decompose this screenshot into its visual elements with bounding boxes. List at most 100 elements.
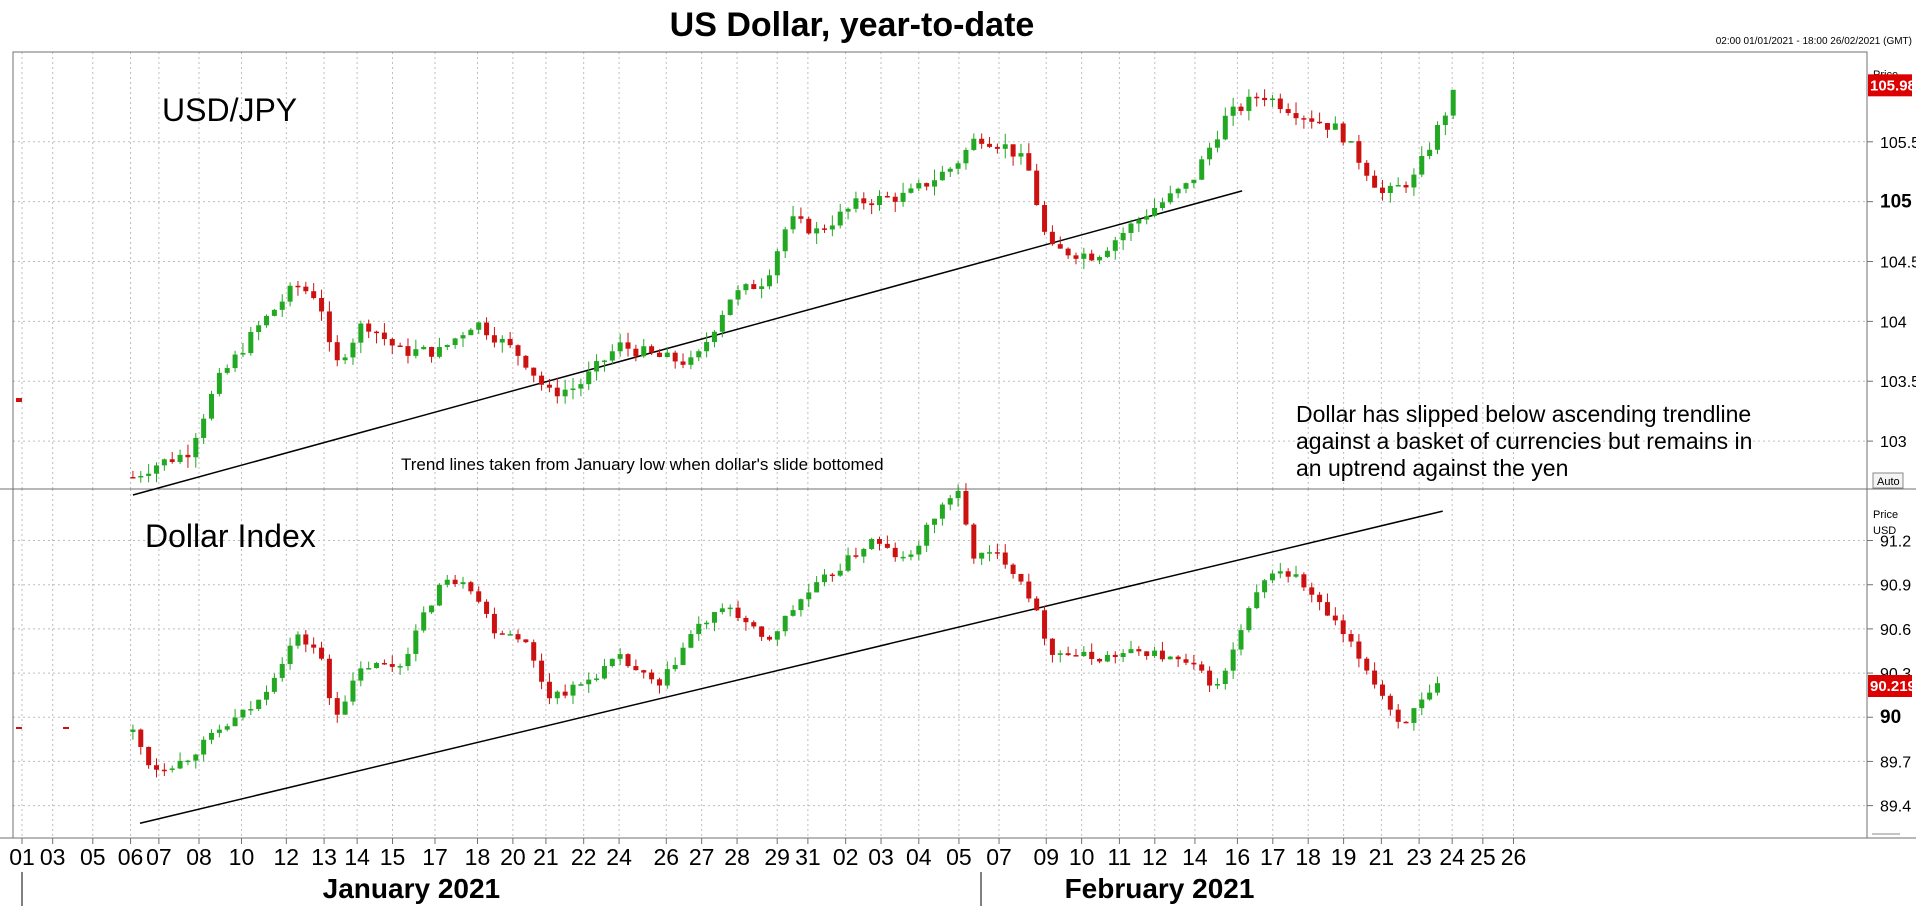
x-tick-label: 11 <box>1107 844 1131 870</box>
usdjpy-candle <box>766 269 772 290</box>
dollar-index-candle <box>1222 668 1228 690</box>
usdjpy-candle <box>711 329 717 348</box>
dollar-index-candle <box>916 540 922 561</box>
dollar-index-candle-body <box>421 612 427 631</box>
dollar-index-candle-body <box>295 634 301 646</box>
dollar-index-price-axis-title: Price <box>1873 509 1898 521</box>
usdjpy-candle <box>869 199 875 215</box>
usdjpy-candle <box>311 283 317 300</box>
dollar-index-candle <box>861 547 867 563</box>
dollar-index-candle-body <box>609 658 615 667</box>
dollar-index-candle <box>421 606 427 633</box>
usdjpy-candle-body <box>743 284 749 291</box>
x-tick-label: 07 <box>146 844 172 870</box>
usdjpy-candle <box>625 332 631 357</box>
usdjpy-candle-body <box>256 325 262 333</box>
dollar-index-candle <box>1042 605 1048 646</box>
x-tick-label: 05 <box>80 844 106 870</box>
dollar-index-candle-body <box>554 691 560 699</box>
dollar-index-candle-body <box>1214 683 1220 686</box>
dollar-index-candle-body <box>641 670 647 673</box>
usdjpy-candle <box>979 133 985 149</box>
usdjpy-candle <box>499 335 505 353</box>
usdjpy-candle-body <box>766 275 772 287</box>
usdjpy-candle <box>169 451 175 464</box>
usdjpy-candle <box>303 281 309 295</box>
x-tick-label: 14 <box>1182 844 1208 870</box>
usdjpy-candle <box>1018 143 1024 165</box>
dollar-index-candle-body <box>216 729 222 733</box>
dollar-index-candle <box>169 765 175 773</box>
usdjpy-candle-body <box>1144 215 1150 220</box>
dollar-index-candle-body <box>1144 651 1150 656</box>
dollar-index-candle-body <box>130 729 136 732</box>
usdjpy-candle <box>539 371 545 391</box>
usdjpy-candle <box>1450 89 1456 120</box>
usdjpy-candle <box>649 344 655 355</box>
auto-scale-button[interactable]: Auto <box>1872 472 1904 489</box>
usdjpy-candle-body <box>1081 253 1087 259</box>
dollar-index-candle <box>366 661 372 670</box>
dollar-index-candle <box>287 637 293 670</box>
dollar-index-candle <box>578 682 584 686</box>
dollar-index-candle-body <box>256 699 262 709</box>
dollar-index-candle-body <box>1238 630 1244 650</box>
usdjpy-candle <box>664 347 670 358</box>
usdjpy-candle <box>672 350 678 369</box>
dollar-index-candle <box>374 661 380 669</box>
dollar-index-candle <box>1159 641 1165 662</box>
usdjpy-candle-body <box>1238 106 1244 111</box>
usdjpy-candle <box>790 205 796 234</box>
dollar-index-candle-body <box>350 680 356 702</box>
dollar-index-tick-label: 89.4 <box>1880 799 1911 816</box>
dollar-index-candle-body <box>476 591 482 602</box>
dollar-index-candle-body <box>240 709 246 718</box>
usdjpy-candle <box>759 278 765 299</box>
dollar-index-candle <box>963 483 969 526</box>
dollar-index-candle <box>1285 568 1291 583</box>
usdjpy-candle <box>1128 219 1134 242</box>
usdjpy-candle-body <box>389 339 395 346</box>
dollar-index-candle <box>279 657 285 682</box>
dollar-index-candle-body <box>1324 602 1330 616</box>
month-label: January 2021 <box>323 873 500 904</box>
usdjpy-candle <box>1034 163 1040 206</box>
dollar-index-start-mark <box>16 727 22 729</box>
dollar-index-candle <box>248 700 254 716</box>
dollar-index-candle <box>232 709 238 727</box>
dollar-index-candle <box>177 752 183 770</box>
usdjpy-candle <box>287 282 293 307</box>
dollar-index-candle <box>1073 648 1079 657</box>
usdjpy-candle <box>1057 236 1063 249</box>
dollar-index-candle-body <box>877 538 883 544</box>
dollar-index-candle <box>1136 646 1142 656</box>
usdjpy-candle <box>271 308 277 317</box>
dollar-index-candle-body <box>829 574 835 577</box>
usdjpy-candle-body <box>531 367 537 376</box>
dollar-index-candle <box>1167 655 1173 660</box>
dollar-index-candle-body <box>1419 699 1425 709</box>
usdjpy-candle <box>821 224 827 233</box>
usdjpy-candle-body <box>193 437 199 458</box>
dollar-index-candle <box>405 647 411 671</box>
usdjpy-candle-body <box>649 346 655 353</box>
usdjpy-candle-body <box>311 291 317 299</box>
usdjpy-candle <box>562 379 568 404</box>
usdjpy-candle <box>1387 182 1393 203</box>
dollar-index-candle <box>1372 662 1378 689</box>
usdjpy-candle-body <box>138 475 144 478</box>
dollar-index-candle <box>1112 651 1118 664</box>
dollar-index-candle-body <box>1175 656 1181 660</box>
usdjpy-candle <box>1159 197 1165 211</box>
dollar-index-candle-body <box>201 739 207 755</box>
dollar-index-candle <box>570 681 576 704</box>
usdjpy-candle-body <box>711 331 717 343</box>
usdjpy-candle-body <box>672 352 678 362</box>
usdjpy-candle <box>1152 198 1158 218</box>
usdjpy-candle <box>177 449 183 464</box>
usdjpy-candle <box>1191 179 1197 189</box>
dollar-index-candle <box>138 728 144 755</box>
dollar-index-candle <box>696 616 702 641</box>
usdjpy-candle <box>279 294 285 317</box>
usdjpy-candle <box>1364 160 1370 181</box>
